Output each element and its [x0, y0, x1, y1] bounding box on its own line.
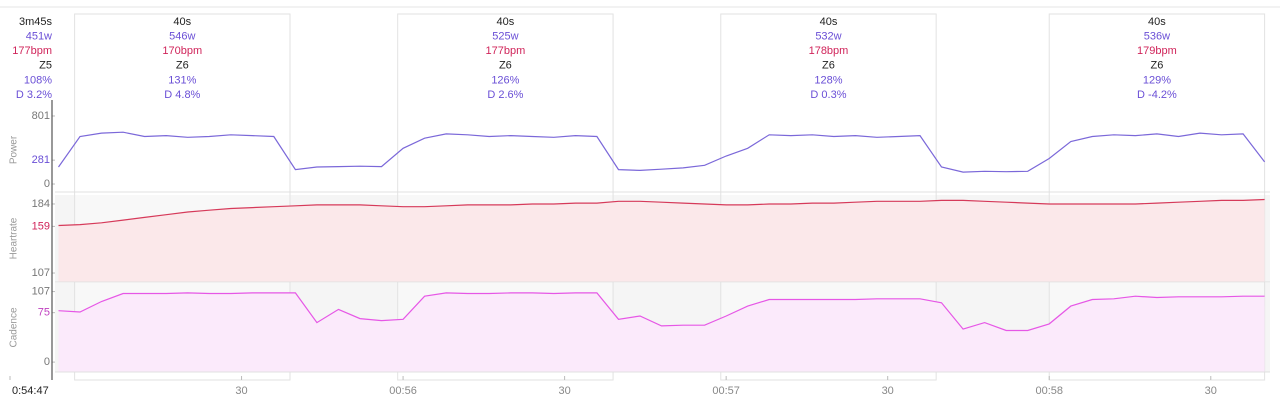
y-tick-label: 0 [44, 356, 50, 368]
interval-zone: Z6 [822, 60, 835, 72]
interval-heartrate: 178bpm [809, 45, 849, 57]
summary-heartrate: 177bpm [12, 45, 52, 57]
area [58, 199, 1265, 282]
interval-power: 532w [815, 31, 841, 43]
x-tick-label: 30 [882, 385, 894, 397]
y-tick-label: 281 [32, 154, 50, 166]
y-tick-label: 801 [32, 110, 50, 122]
y-axis-label: Cadence [9, 307, 20, 347]
line [58, 198, 1265, 227]
interval-power: 546w [169, 31, 195, 43]
y-axis-label: Power [9, 135, 20, 164]
summary-power: 451w [26, 31, 52, 43]
area [58, 292, 1265, 372]
line [58, 131, 1266, 173]
summary-duration: 3m45s [19, 16, 53, 28]
y-tick-label: 107 [32, 285, 50, 297]
interval-heartrate: 170bpm [162, 45, 202, 57]
x-tick-label: 30 [235, 385, 247, 397]
interval-zone: Z6 [1151, 60, 1164, 72]
x-tick-label: 00:56 [389, 385, 417, 397]
interval-power: 536w [1144, 31, 1170, 43]
y-tick-label: 159 [32, 220, 50, 232]
interval-power: 525w [492, 31, 518, 43]
interval-intensity: 129% [1143, 74, 1171, 86]
interval-duration: 40s [1148, 16, 1166, 28]
y-tick-label: 107 [32, 267, 50, 279]
x-tick-label: 00:58 [1035, 385, 1063, 397]
panel-background [55, 108, 1270, 192]
interval-heartrate: 177bpm [486, 45, 526, 57]
y-tick-label: 184 [32, 198, 50, 210]
summary-intensity: 108% [24, 74, 52, 86]
interval-drift: D 2.6% [487, 89, 523, 101]
x-tick-label: 00:57 [712, 385, 740, 397]
interval-duration: 40s [497, 16, 515, 28]
x-tick-label: 30 [558, 385, 570, 397]
interval-zone: Z6 [499, 60, 512, 72]
y-tick-label: 75 [38, 307, 50, 319]
interval-duration: 40s [173, 16, 191, 28]
line [58, 292, 1265, 332]
summary-zone: Z5 [39, 60, 52, 72]
interval-heartrate: 179bpm [1137, 45, 1177, 57]
interval-drift: D 4.8% [164, 89, 200, 101]
x-tick-label: 30 [1205, 385, 1217, 397]
interval-drift: D 0.3% [810, 89, 846, 101]
summary-drift: D 3.2% [16, 89, 52, 101]
interval-drift: D -4.2% [1137, 89, 1177, 101]
interval-intensity: 126% [491, 74, 519, 86]
interval-intensity: 131% [168, 74, 196, 86]
x-tick-label: 0:54:47 [12, 385, 49, 397]
interval-intensity: 128% [814, 74, 842, 86]
y-tick-label: 0 [44, 178, 50, 190]
y-axis-label: Heartrate [9, 217, 20, 259]
interval-zone: Z6 [176, 60, 189, 72]
interval-duration: 40s [820, 16, 838, 28]
